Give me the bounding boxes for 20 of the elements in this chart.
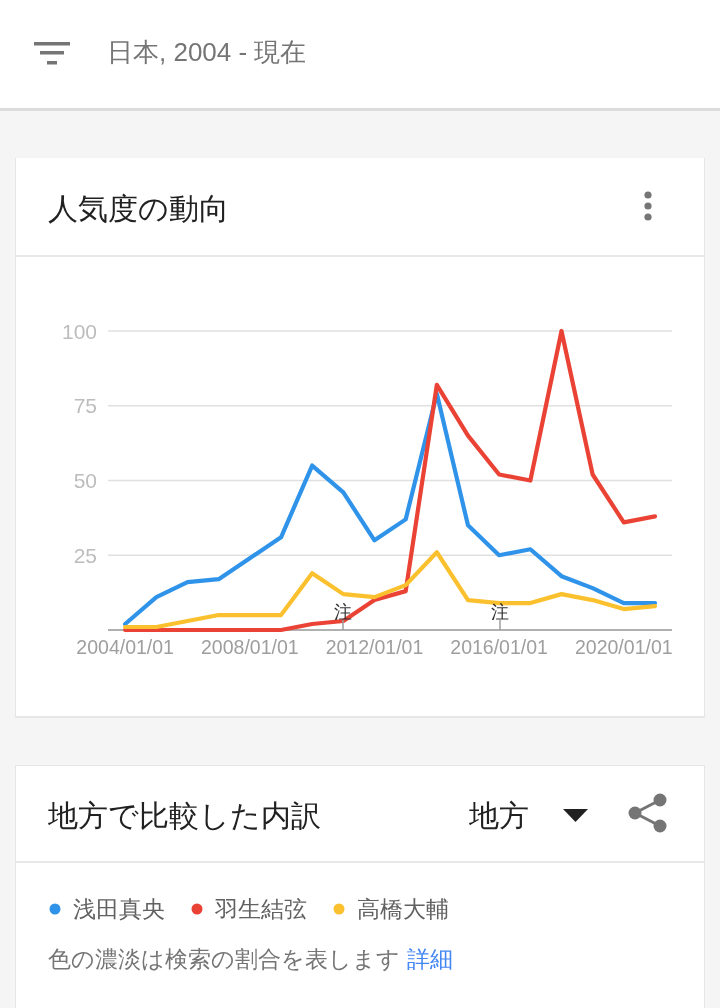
legend-label: 浅田真央 (73, 896, 165, 922)
annotation: 注 (491, 602, 509, 622)
text: 地方 (468, 799, 529, 832)
y-tick-label: 50 (73, 469, 97, 492)
chart-subtitle: 日本, 2004 - 現在 (107, 37, 307, 67)
y-tick-label: 25 (73, 543, 97, 567)
text: 詳細 (407, 946, 453, 972)
x-tick-label: 2016/01/01 (450, 636, 548, 658)
x-tick-label: 2008/01/01 (201, 636, 299, 658)
y-tick-label: 75 (73, 394, 97, 418)
x-tick-label: 2004/01/01 (76, 636, 174, 658)
chart-title: 人気度の動向 (48, 192, 229, 225)
legend-label: 高橋大輔 (357, 896, 449, 922)
annotation: 注 (334, 602, 352, 622)
text: 地方で比較した内訳 (47, 799, 321, 832)
text: 色の濃淡は検索の割合を表します (48, 946, 400, 972)
x-tick-label: 2012/01/01 (325, 636, 424, 658)
y-tick-label: 100 (61, 319, 97, 343)
x-tick-label: 2020/01/01 (574, 636, 673, 658)
legend-label: 羽生結弦 (214, 896, 307, 922)
